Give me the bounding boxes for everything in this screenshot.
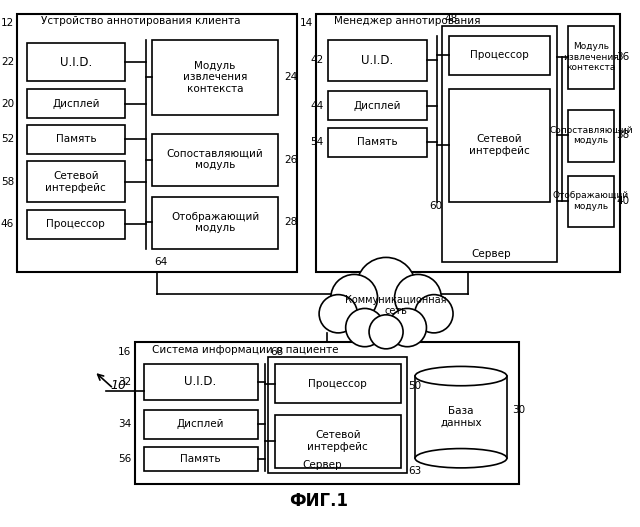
Text: 63: 63 bbox=[408, 466, 422, 476]
Text: 68: 68 bbox=[270, 347, 284, 357]
Text: 36: 36 bbox=[616, 52, 629, 62]
Text: Дисплей: Дисплей bbox=[177, 419, 224, 430]
Bar bbox=[568, 176, 614, 227]
Text: Менеджер аннотирования: Менеджер аннотирования bbox=[334, 16, 481, 26]
Bar bbox=[275, 365, 401, 403]
Text: 22: 22 bbox=[1, 57, 14, 67]
Bar bbox=[152, 197, 278, 249]
Text: ФИГ.1: ФИГ.1 bbox=[289, 492, 348, 510]
Text: Отображающий
модуль: Отображающий модуль bbox=[171, 212, 259, 233]
Text: 40: 40 bbox=[616, 196, 629, 206]
Circle shape bbox=[388, 308, 426, 347]
Bar bbox=[568, 26, 614, 89]
Text: 58: 58 bbox=[1, 177, 14, 187]
Text: Процессор: Процессор bbox=[308, 379, 367, 389]
Bar bbox=[442, 26, 557, 262]
Text: 38: 38 bbox=[616, 131, 629, 141]
Bar bbox=[27, 125, 125, 154]
Text: Система информации о пациенте: Система информации о пациенте bbox=[152, 345, 339, 355]
Text: 20: 20 bbox=[1, 99, 14, 109]
Text: Сопоставляющий
модуль: Сопоставляющий модуль bbox=[549, 126, 633, 145]
Bar bbox=[152, 40, 278, 115]
Text: 10: 10 bbox=[111, 379, 127, 392]
Bar bbox=[568, 110, 614, 162]
Text: Модуль
извлечения
контекста: Модуль извлечения контекста bbox=[183, 61, 247, 94]
Bar bbox=[152, 134, 278, 186]
Ellipse shape bbox=[415, 448, 507, 468]
Text: 64: 64 bbox=[154, 257, 168, 267]
Circle shape bbox=[319, 295, 357, 333]
Text: Процессор: Процессор bbox=[470, 50, 529, 60]
Bar bbox=[415, 376, 507, 458]
Text: Память: Память bbox=[180, 454, 221, 464]
Text: 52: 52 bbox=[1, 134, 14, 144]
Bar bbox=[275, 415, 401, 468]
Text: Сетевой
интерфейс: Сетевой интерфейс bbox=[307, 430, 368, 452]
Text: Модуль
извлечения
контекста: Модуль извлечения контекста bbox=[563, 42, 619, 72]
Ellipse shape bbox=[415, 448, 507, 468]
Bar bbox=[268, 357, 407, 473]
Text: 42: 42 bbox=[310, 55, 323, 65]
Text: 14: 14 bbox=[300, 18, 312, 28]
Text: 34: 34 bbox=[118, 419, 131, 430]
Bar bbox=[328, 40, 427, 81]
Circle shape bbox=[395, 275, 442, 321]
Bar bbox=[27, 43, 125, 81]
Text: Сервер: Сервер bbox=[302, 460, 342, 470]
Bar bbox=[27, 89, 125, 118]
Bar bbox=[145, 364, 257, 400]
Text: Устройство аннотирования клиента: Устройство аннотирования клиента bbox=[41, 16, 241, 26]
Text: 44: 44 bbox=[310, 101, 323, 111]
Text: 30: 30 bbox=[512, 405, 525, 415]
Text: U.I.D.: U.I.D. bbox=[361, 54, 394, 66]
Text: U.I.D.: U.I.D. bbox=[184, 375, 217, 388]
Text: 54: 54 bbox=[310, 137, 323, 147]
Text: Сервер: Сервер bbox=[471, 249, 511, 259]
Bar bbox=[449, 36, 550, 75]
Text: 16: 16 bbox=[118, 347, 131, 357]
Text: 60: 60 bbox=[429, 201, 442, 211]
Bar bbox=[145, 446, 257, 471]
Bar bbox=[328, 91, 427, 120]
Text: База
данных: База данных bbox=[440, 406, 482, 428]
Bar bbox=[145, 410, 257, 439]
Text: Сетевой
интерфейс: Сетевой интерфейс bbox=[468, 134, 529, 156]
Bar bbox=[135, 342, 520, 484]
Text: 32: 32 bbox=[118, 377, 131, 387]
Bar bbox=[317, 14, 620, 272]
Text: 46: 46 bbox=[1, 219, 14, 229]
Text: 12: 12 bbox=[1, 18, 14, 28]
Text: Процессор: Процессор bbox=[47, 219, 105, 229]
Text: Отображающий
модуль: Отображающий модуль bbox=[553, 191, 629, 211]
Text: U.I.D.: U.I.D. bbox=[60, 55, 92, 69]
Text: Дисплей: Дисплей bbox=[354, 101, 401, 111]
Circle shape bbox=[356, 257, 416, 317]
Bar bbox=[27, 210, 125, 239]
Bar bbox=[449, 89, 550, 202]
Circle shape bbox=[369, 315, 403, 349]
Text: Сопоставляющий
модуль: Сопоставляющий модуль bbox=[166, 149, 264, 170]
Text: 18: 18 bbox=[334, 296, 348, 306]
Text: Коммуникационная
сеть: Коммуникационная сеть bbox=[345, 295, 447, 316]
Ellipse shape bbox=[415, 366, 507, 386]
Bar bbox=[328, 128, 427, 157]
Text: Память: Память bbox=[56, 134, 96, 144]
Text: 26: 26 bbox=[285, 154, 298, 164]
Circle shape bbox=[415, 295, 453, 333]
Text: Память: Память bbox=[357, 137, 397, 147]
Text: 48: 48 bbox=[444, 14, 458, 24]
Text: 28: 28 bbox=[285, 218, 298, 228]
Circle shape bbox=[346, 308, 384, 347]
Bar bbox=[27, 161, 125, 202]
Text: Сетевой
интерфейс: Сетевой интерфейс bbox=[45, 171, 106, 193]
Text: 24: 24 bbox=[285, 73, 298, 83]
Bar bbox=[17, 14, 297, 272]
Text: Дисплей: Дисплей bbox=[52, 99, 100, 109]
Text: 56: 56 bbox=[118, 454, 131, 464]
Text: 50: 50 bbox=[408, 380, 421, 391]
Circle shape bbox=[331, 275, 378, 321]
